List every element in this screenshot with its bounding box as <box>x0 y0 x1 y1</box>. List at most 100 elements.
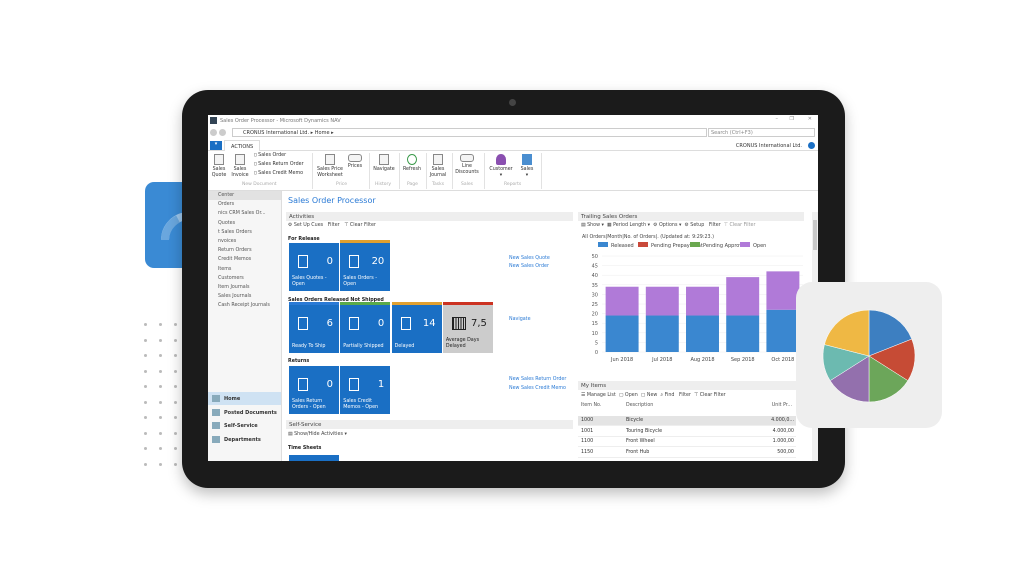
y-tick-label: 0 <box>595 350 598 356</box>
cue-tile[interactable]: 1 Sales Credit Memos - Open <box>340 366 391 414</box>
manage-list-button[interactable]: ☰ Manage List <box>581 393 616 398</box>
new-button[interactable]: ▢ New <box>640 393 658 398</box>
sales-price-worksheet-button[interactable]: Sales Price Worksheet <box>315 154 345 178</box>
setup-button[interactable]: ⚙ Setup <box>684 223 705 228</box>
cue-tile[interactable]: 0 Sales Quotes - Open <box>289 243 339 291</box>
cue-tile[interactable]: 14 Delayed <box>391 302 442 353</box>
breadcrumb-company[interactable]: CRONUS International Ltd. <box>243 130 310 136</box>
forward-button[interactable] <box>219 129 226 136</box>
nav-item[interactable]: Items <box>218 266 232 272</box>
trailing-toolbar: ▤ Show ▾ ▦ Period Length ▾ ⚙ Options ▾ ⚙… <box>581 223 755 228</box>
navigate-link[interactable]: Navigate <box>509 317 531 322</box>
search-input[interactable]: Search (Ctrl+F3) <box>708 128 815 137</box>
breadcrumb-home[interactable]: Home <box>314 130 330 136</box>
clear-filter-button[interactable]: ⊤ Clear Filter <box>693 393 726 398</box>
close-button[interactable]: ✕ <box>807 116 812 122</box>
sales-quote-button[interactable]: Sales Quote <box>211 154 227 178</box>
sales-return-order-button[interactable]: ▯ Sales Return Order <box>254 162 304 167</box>
scrollbar-thumb[interactable] <box>813 220 817 250</box>
nav-item[interactable]: Return Orders <box>218 248 252 254</box>
navigate-button[interactable]: Navigate <box>372 154 396 173</box>
cue-tile[interactable]: 7,5 Average Days Delayed <box>442 302 493 353</box>
maximize-button[interactable]: ❐ <box>789 116 794 122</box>
sales-journal-button[interactable]: Sales Journal <box>429 154 447 178</box>
line-discounts-button[interactable]: Line Discounts <box>455 154 479 175</box>
item-description: Front Wheel <box>626 439 655 444</box>
sales-order-button[interactable]: ▯ Sales Order <box>254 153 287 158</box>
cue-tile[interactable]: 20 Sales Orders - Open <box>340 240 391 291</box>
nav-item[interactable]: t Sales Orders <box>218 229 252 235</box>
period-length-button[interactable]: ▦ Period Length ▾ <box>607 223 651 228</box>
table-row[interactable]: 1000 Bicycle 4.000,0... <box>578 416 796 426</box>
cue-label: Ready To Ship <box>292 344 326 349</box>
options-button[interactable]: ⚙ Options ▾ <box>653 223 682 228</box>
find-button[interactable]: ⌕ Find <box>660 393 675 398</box>
set-up-cues-button[interactable]: ⚙ Set Up Cues <box>288 223 324 228</box>
nav-button-departments[interactable]: Departments <box>208 433 281 446</box>
nav-button-posted-documents[interactable]: Posted Documents <box>208 406 281 419</box>
table-row[interactable]: 1001 Touring Bicycle 4.000,00 <box>578 427 796 437</box>
decor-dot <box>144 431 147 435</box>
cue-tile[interactable]: 0 Partially Shipped <box>340 302 391 353</box>
nav-item[interactable]: nics CRM Sales Or... <box>218 211 266 217</box>
nav-item[interactable]: Sales Journals <box>218 294 252 300</box>
nav-item[interactable]: Credit Memos <box>218 257 252 263</box>
nav-item[interactable]: Quotes <box>218 220 236 226</box>
filter-button[interactable]: Filter <box>708 223 721 228</box>
filter-button[interactable]: Filter <box>679 393 691 398</box>
customer-report-button[interactable]: Customer ▾ <box>488 154 514 178</box>
column-description[interactable]: Description <box>626 403 654 408</box>
sales-invoice-button[interactable]: Sales Invoice <box>230 154 250 178</box>
refresh-button[interactable]: Refresh <box>402 154 422 173</box>
column-item-no[interactable]: Item No. <box>581 403 602 408</box>
nav-item[interactable]: nvoices <box>218 238 237 244</box>
new-sales-credit-memo-link[interactable]: New Sales Credit Memo <box>509 386 566 391</box>
tab-actions[interactable]: ACTIONS <box>224 140 261 151</box>
nav-button-home[interactable]: Home <box>208 392 281 405</box>
nav-item[interactable]: Item Journals <box>218 284 250 290</box>
filter-button[interactable]: Filter <box>327 223 340 228</box>
company-name: CRONUS International Ltd. <box>735 143 802 149</box>
table-row[interactable]: 1150 Front Hub 500,00 <box>578 448 796 458</box>
prices-button[interactable]: Prices <box>347 154 363 170</box>
clear-filter-button[interactable]: ⊤ Clear Filter <box>344 223 376 228</box>
pie-slice <box>824 309 870 357</box>
pie-slice <box>868 355 909 403</box>
bar-segment-open <box>726 277 760 316</box>
document-icon <box>400 317 411 330</box>
sales-report-button[interactable]: Sales ▾ <box>518 154 536 178</box>
app-menu-button[interactable]: ▾ <box>210 141 222 150</box>
back-button[interactable] <box>210 129 217 136</box>
nav-item[interactable]: Cash Receipt Journals <box>218 303 270 309</box>
show-hide-activities-button[interactable]: ▤ Show/Hide Activities ▾ <box>288 432 347 437</box>
cue-label: Partially Shipped <box>343 344 384 349</box>
nav-item[interactable]: Orders <box>218 202 235 208</box>
clear-filter-button[interactable]: ⊤ Clear Filter <box>723 223 756 228</box>
pie-slice <box>829 355 870 403</box>
table-row[interactable]: 1100 Front Wheel 1.000,00 <box>578 437 796 447</box>
nav-item[interactable]: Center <box>208 191 281 201</box>
bar-segment-open <box>766 271 800 310</box>
title-bar: Sales Order Processor - Microsoft Dynami… <box>208 115 818 127</box>
minimize-button[interactable]: – <box>775 116 779 122</box>
show-button[interactable]: ▤ Show ▾ <box>581 223 604 228</box>
nav-button-self-service[interactable]: Self-Service <box>208 419 281 432</box>
decor-dot <box>159 400 162 404</box>
nav-item[interactable]: Customers <box>218 275 244 281</box>
cue-label: Average Days Delayed <box>445 338 480 349</box>
cue-label: Sales Orders - Open <box>343 276 377 287</box>
time-sheet-tile[interactable] <box>289 455 339 461</box>
breadcrumb[interactable]: CRONUS International Ltd. ▸ Home ▸ <box>232 128 707 137</box>
column-unit-price[interactable]: Unit Pr... <box>771 403 792 408</box>
sales-credit-memo-button[interactable]: ▯ Sales Credit Memo <box>254 171 304 176</box>
new-sales-return-order-link[interactable]: New Sales Return Order <box>509 377 567 382</box>
cue-tile[interactable]: 6 Ready To Ship <box>289 302 339 353</box>
help-icon[interactable] <box>808 142 815 149</box>
decor-dot <box>144 369 147 373</box>
open-button[interactable]: ▢ Open <box>618 393 638 398</box>
new-sales-quote-link[interactable]: New Sales Quote <box>509 256 550 261</box>
y-tick-label: 30 <box>592 292 598 298</box>
new-sales-order-link[interactable]: New Sales Order <box>509 264 549 269</box>
decor-dot <box>174 323 177 326</box>
cue-tile[interactable]: 0 Sales Return Orders - Open <box>289 366 339 414</box>
